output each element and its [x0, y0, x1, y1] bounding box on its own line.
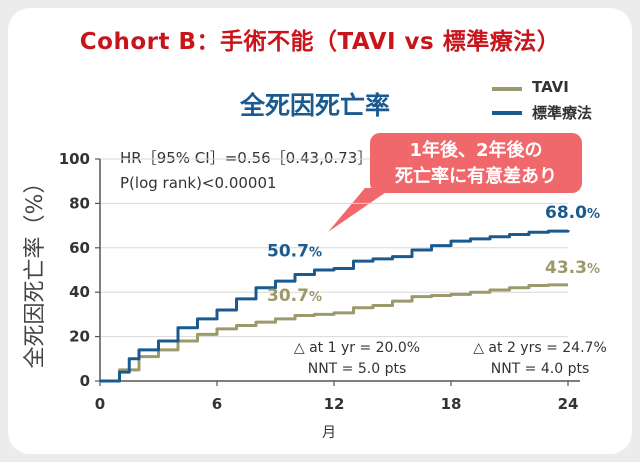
legend-label-tavi: TAVI: [532, 78, 569, 96]
legend-swatch-tavi: [492, 87, 522, 91]
chart-title: 全死因死亡率: [240, 91, 391, 120]
data-label: 68.0%: [545, 203, 600, 223]
delta-1-year: △ at 1 yr = 20.0%: [293, 340, 421, 356]
x-axis-label: 月: [322, 425, 336, 441]
y-tick-label: 80: [69, 194, 90, 212]
y-tick-label: 40: [69, 283, 90, 301]
data-label-unit: %: [309, 245, 322, 260]
data-label: 30.7%: [267, 286, 322, 306]
callout-line-2: 死亡率に有意差あり: [395, 166, 557, 187]
y-tick-label: 0: [80, 372, 90, 390]
x-tick-label: 24: [558, 395, 579, 413]
hazard-ratio-stats: HR［95% CI］=0.56［0.43,0.73］ P(log rank)<0…: [120, 146, 372, 196]
note-2-years: △ at 2 yrs = 24.7% NNT = 4.0 pts: [460, 338, 620, 380]
y-axis-label: 全死因死亡率（%）: [23, 171, 48, 369]
note-1-year: △ at 1 yr = 20.0% NNT = 5.0 pts: [282, 338, 432, 380]
delta-2-years: △ at 2 yrs = 24.7%: [473, 340, 607, 356]
series-lines: [100, 229, 570, 383]
hazard-ratio-text: HR［95% CI］=0.56［0.43,0.73］: [120, 149, 373, 167]
data-label: 50.7%: [267, 241, 322, 261]
y-tick-label: 100: [59, 150, 90, 168]
x-tick-label: 6: [212, 395, 222, 413]
legend-label-standard: 標準療法: [532, 104, 593, 122]
data-labels: 30.7% 43.3% 50.7% 68.0%: [267, 203, 600, 306]
nnt-1-year: NNT = 5.0 pts: [307, 361, 407, 377]
nnt-2-years: NNT = 4.0 pts: [490, 361, 590, 377]
series-line-standard: [100, 229, 570, 383]
p-value-text: P(log rank)<0.00001: [120, 174, 277, 192]
y-tick-label: 60: [69, 239, 90, 257]
axes: 0 20 40 60 80 100 0 6 12 18 24: [59, 150, 580, 413]
x-tick-label: 12: [324, 395, 345, 413]
legend-swatch-standard: [492, 111, 522, 115]
data-label-unit: %: [587, 262, 600, 277]
main-title: Cohort B：手術不能（TAVI vs 標準療法）: [79, 29, 561, 55]
y-tick-label: 20: [69, 328, 90, 346]
x-tick-label: 0: [95, 395, 105, 413]
data-label: 43.3%: [545, 258, 600, 278]
data-label-unit: %: [587, 207, 600, 222]
callout-box: [370, 133, 582, 193]
data-label-unit: %: [309, 290, 322, 305]
x-tick-label: 18: [441, 395, 462, 413]
callout-line-1: 1年後、2年後の: [409, 140, 543, 161]
callout-text: 1年後、2年後の 死亡率に有意差あり: [370, 138, 582, 190]
callout-pointer: [328, 188, 392, 232]
